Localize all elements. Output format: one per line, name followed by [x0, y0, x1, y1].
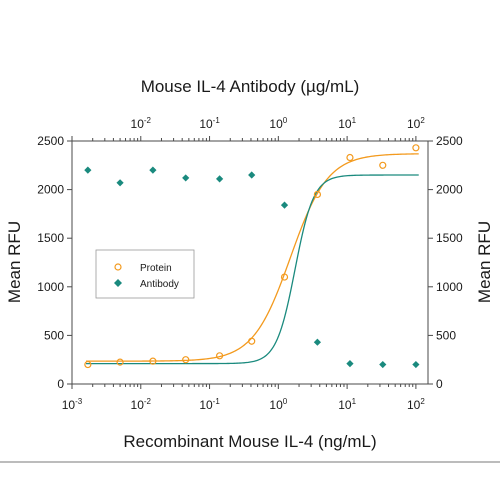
- antibody-data-point: [149, 166, 157, 174]
- y-tick-label-right: 2500: [436, 134, 463, 148]
- y-tick-label-right: 2000: [436, 183, 463, 197]
- antibody-data-point: [84, 166, 92, 174]
- protein-data-point: [216, 352, 224, 360]
- protein-data-point: [280, 273, 289, 281]
- legend-antibody-marker: [114, 279, 122, 287]
- right-axis-title: Mean RFU: [475, 221, 494, 303]
- y-tick-label-left: 0: [57, 377, 64, 391]
- y-tick-label-left: 1000: [37, 280, 64, 294]
- legend-antibody-label: Antibody: [140, 279, 179, 290]
- x-tick-label-top: 100: [269, 116, 287, 131]
- y-tick-label-right: 0: [436, 377, 443, 391]
- x-tick-label-bottom: 10-3: [62, 397, 83, 412]
- protein-data-point: [346, 153, 354, 162]
- y-tick-label-left: 2000: [37, 183, 64, 197]
- protein-data-point: [379, 161, 387, 169]
- fit-curves: [86, 153, 419, 365]
- left-axis-title: Mean RFU: [5, 221, 24, 303]
- protein-data-point: [313, 190, 322, 199]
- bottom-axis-title: Recombinant Mouse IL-4 (ng/mL): [123, 432, 376, 451]
- legend-protein-marker: [114, 263, 122, 271]
- antibody-data-point: [346, 359, 354, 368]
- y-tick-label-right: 1500: [436, 231, 463, 245]
- legend: Protein Antibody: [95, 249, 195, 299]
- protein-data-point: [116, 358, 124, 366]
- protein-data-point: [412, 144, 420, 152]
- x-tick-label-top: 101: [338, 116, 356, 131]
- y-tick-label-right: 1000: [436, 280, 463, 294]
- antibody-data-point: [248, 171, 256, 179]
- protein-data-point: [149, 357, 157, 365]
- antibody-data-point: [313, 338, 322, 346]
- antibody-fit-curve: [86, 174, 419, 365]
- antibody-data-point: [379, 360, 387, 369]
- x-tick-label-bottom: 100: [269, 397, 287, 412]
- antibody-data-point: [412, 360, 420, 369]
- y-tick-label-left: 2500: [37, 134, 64, 148]
- legend-protein-label: Protein: [140, 263, 172, 274]
- protein-fit-curve: [86, 153, 419, 362]
- antibody-data-point: [182, 174, 190, 182]
- antibody-data-point: [280, 201, 289, 209]
- x-tick-label-bottom: 10-1: [199, 397, 220, 412]
- y-tick-label-right: 500: [436, 328, 456, 342]
- y-axis-ticks: 0 0 500 500 1000 1000 1500 1500 2000 2000 2500 2500: [37, 134, 463, 391]
- legend-box: [95, 249, 195, 299]
- protein-data-point: [248, 337, 256, 345]
- antibody-data-point: [116, 179, 124, 187]
- x-tick-label-bottom: 101: [338, 397, 356, 412]
- top-axis-title: Mouse IL-4 Antibody (µg/mL): [141, 77, 360, 96]
- x-tick-label-top: 102: [407, 116, 425, 131]
- antibody-data-point: [216, 175, 224, 183]
- x-tick-label-top: 10-1: [199, 116, 220, 131]
- y-tick-label-left: 1500: [37, 231, 64, 245]
- data-points: [84, 144, 420, 369]
- x-axis-ticks: 10-3 10-2 10-1 100 101 102 10-2 10-1 100 101 102: [62, 116, 426, 412]
- x-tick-label-bottom: 102: [407, 397, 425, 412]
- y-tick-label-left: 500: [44, 328, 64, 342]
- protein-data-point: [84, 360, 92, 369]
- protein-data-point: [182, 356, 190, 364]
- x-tick-label-bottom: 10-2: [131, 397, 152, 412]
- x-tick-label-top: 10-2: [131, 116, 152, 131]
